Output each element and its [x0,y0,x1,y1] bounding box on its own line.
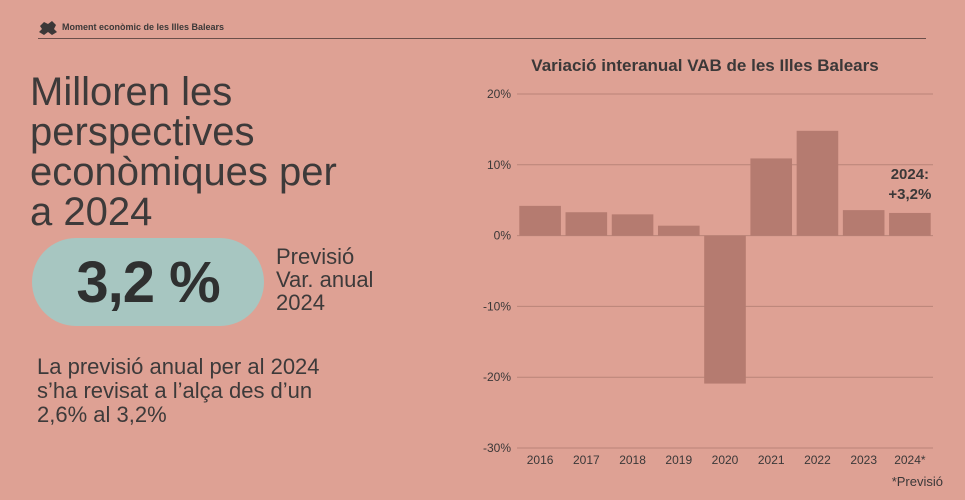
bar [889,212,931,236]
bar [565,212,608,236]
chart-title: Variació interanual VAB de les Illes Bal… [531,56,879,75]
y-tick-label: -30% [483,441,511,455]
header: Moment econòmic de les Illes Balears [38,18,926,38]
x-tick-label: 2019 [665,453,692,467]
bar [657,225,700,236]
x-tick-label: 2021 [758,453,785,467]
bar [611,214,654,236]
bar [519,205,561,236]
footnote: *Previsió [891,474,943,489]
headline-line: econòmiques per [30,150,337,194]
y-tick-label: 20% [487,87,511,101]
x-tick-label: 2016 [527,453,554,467]
x-tick-label: 2024* [894,453,926,467]
revision-note: La previsió anual per al 2024 s’ha revis… [37,355,417,427]
x-tick-label: 2023 [850,453,877,467]
y-tick-label: -10% [483,299,511,313]
brand-name: Moment econòmic de les Illes Balears [62,22,225,32]
annotation-label: 2024: [891,166,929,183]
headline: Milloren les perspectives econòmiques pe… [30,72,430,232]
note-line: s’ha revisat a l’alça des d’un [37,378,313,403]
highlight-label-line: Var. anual [276,267,374,292]
x-tick-label: 2018 [619,453,646,467]
x-tick-label: 2022 [804,453,831,467]
headline-line: Milloren les [30,70,233,114]
highlight-pill: 3,2 % [32,238,264,326]
annotation-label: +3,2% [888,186,931,203]
y-tick-label: -20% [483,370,511,384]
note-line: La previsió anual per al 2024 [37,354,320,379]
bar [704,235,746,384]
highlight-label-line: 2024 [276,290,325,315]
y-tick-label: 0% [494,229,512,243]
x-tick-label: 2020 [712,453,739,467]
bar-chart: 20% 10% 0% -10% -20% -30% 2016 2017 2018 2019 2020… [483,87,933,467]
bar [750,158,793,236]
headline-line: perspectives [30,110,255,154]
bar [842,210,885,236]
highlight-label: Previsió Var. anual 2024 [276,245,373,314]
highlight-value: 3,2 % [76,249,220,315]
header-divider [38,38,926,39]
highlight-label-line: Previsió [276,244,355,269]
note-line: 2,6% al 3,2% [37,402,167,427]
bar [796,130,839,236]
x-tick-label: 2017 [573,453,600,467]
headline-line: a 2024 [30,190,153,234]
balearic-islands-logo-icon [39,21,57,35]
y-tick-label: 10% [487,158,511,172]
